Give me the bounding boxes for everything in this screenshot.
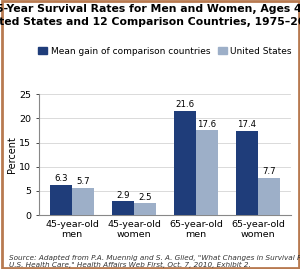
Bar (72, 187, 94, 215)
Bar (236, 131, 258, 215)
Text: Source: Adapted from P.A. Muennig and S. A. Glied, "What Changes in Survival Rat: Source: Adapted from P.A. Muennig and S.… (9, 254, 300, 268)
Text: 7.7: 7.7 (262, 168, 275, 176)
Text: 5.7: 5.7 (76, 177, 90, 186)
Legend: Mean gain of comparison countries, United States: Mean gain of comparison countries, Unite… (34, 43, 296, 59)
Bar (112, 201, 134, 215)
Bar (134, 203, 156, 215)
Text: 2.5: 2.5 (138, 193, 152, 202)
Text: 2.9: 2.9 (116, 191, 130, 200)
Bar (50, 185, 72, 215)
Text: 17.6: 17.6 (197, 119, 216, 129)
Bar (174, 111, 196, 215)
Bar (196, 130, 218, 215)
Bar (258, 178, 280, 215)
Text: 21.6: 21.6 (176, 100, 195, 109)
Text: Gain in 15-Year Survival Rates for Men and Women, Ages 45 and 65,: Gain in 15-Year Survival Rates for Men a… (0, 4, 300, 14)
Text: United States and 12 Comparison Countries, 1975–2005: United States and 12 Comparison Countrie… (0, 17, 300, 27)
Text: 6.3: 6.3 (55, 174, 68, 183)
Y-axis label: Percent: Percent (7, 136, 16, 173)
Text: 17.4: 17.4 (238, 121, 256, 129)
